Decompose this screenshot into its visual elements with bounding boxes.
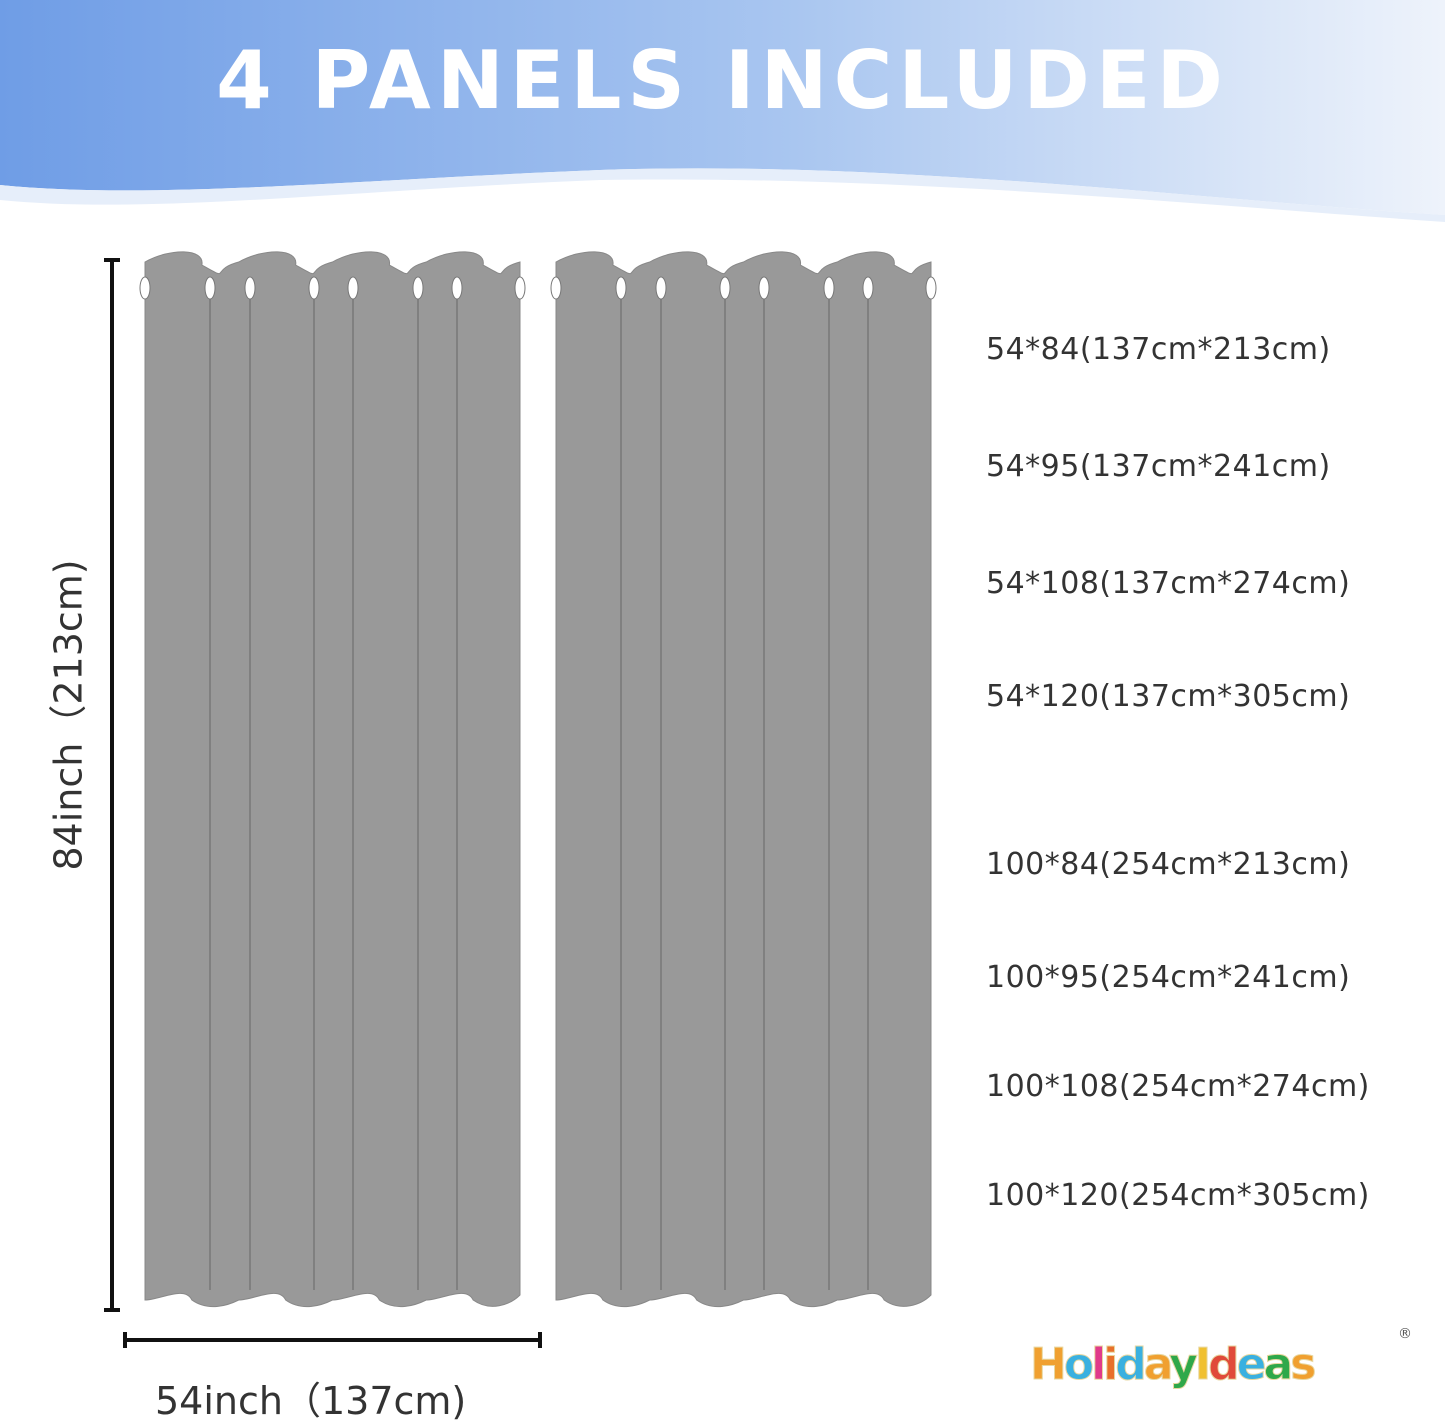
grommet-hole xyxy=(925,276,937,300)
grommet-hole xyxy=(347,276,359,300)
grommet-hole xyxy=(244,276,256,300)
logo-letter: i xyxy=(1103,1339,1119,1390)
grommet-hole xyxy=(719,276,731,300)
height-dimension-label: 84inch（213cm) xyxy=(46,559,91,871)
logo-letter: d xyxy=(1115,1339,1147,1390)
logo-letter: a xyxy=(1263,1339,1294,1390)
logo-letter: e xyxy=(1236,1339,1267,1390)
grommet-hole xyxy=(655,276,667,300)
curtain-panel xyxy=(555,251,932,1308)
width-dimension-label: 54inch（137cm) xyxy=(155,1379,467,1423)
logo-letter: H xyxy=(1030,1339,1068,1390)
logo-letter: l xyxy=(1091,1339,1107,1390)
grommet-hole xyxy=(514,276,526,300)
logo-letter: d xyxy=(1208,1339,1240,1390)
logo-letter: I xyxy=(1194,1339,1211,1390)
grommet-hole xyxy=(204,276,216,300)
grommet-hole xyxy=(139,276,151,300)
grommet-hole xyxy=(615,276,627,300)
registered-mark: ® xyxy=(1398,1326,1412,1342)
logo-letter: o xyxy=(1063,1339,1094,1390)
size-option: 100*120(254cm*305cm) xyxy=(986,1178,1370,1213)
logo-letter: y xyxy=(1169,1339,1199,1390)
grommet-hole xyxy=(862,276,874,300)
curtain-panel xyxy=(144,251,521,1308)
banner-title: 4 PANELS INCLUDED xyxy=(216,34,1229,127)
size-option: 100*84(254cm*213cm) xyxy=(986,847,1351,882)
grommet-hole xyxy=(451,276,463,300)
header-banner xyxy=(0,0,1445,222)
grommet-hole xyxy=(412,276,424,300)
grommet-hole xyxy=(823,276,835,300)
size-option: 54*120(137cm*305cm) xyxy=(986,679,1351,714)
logo-letter: s xyxy=(1290,1339,1317,1390)
size-option: 54*108(137cm*274cm) xyxy=(986,566,1351,601)
size-option: 100*95(254cm*241cm) xyxy=(986,960,1351,995)
grommet-hole xyxy=(308,276,320,300)
logo-letter: a xyxy=(1143,1339,1172,1390)
brand-logo: HolidayIdeas xyxy=(1030,1339,1317,1390)
size-option: 54*84(137cm*213cm) xyxy=(986,332,1331,367)
grommet-hole xyxy=(758,276,770,300)
size-option: 100*108(254cm*274cm) xyxy=(986,1069,1370,1104)
grommet-hole xyxy=(550,276,562,300)
size-option: 54*95(137cm*241cm) xyxy=(986,449,1331,484)
